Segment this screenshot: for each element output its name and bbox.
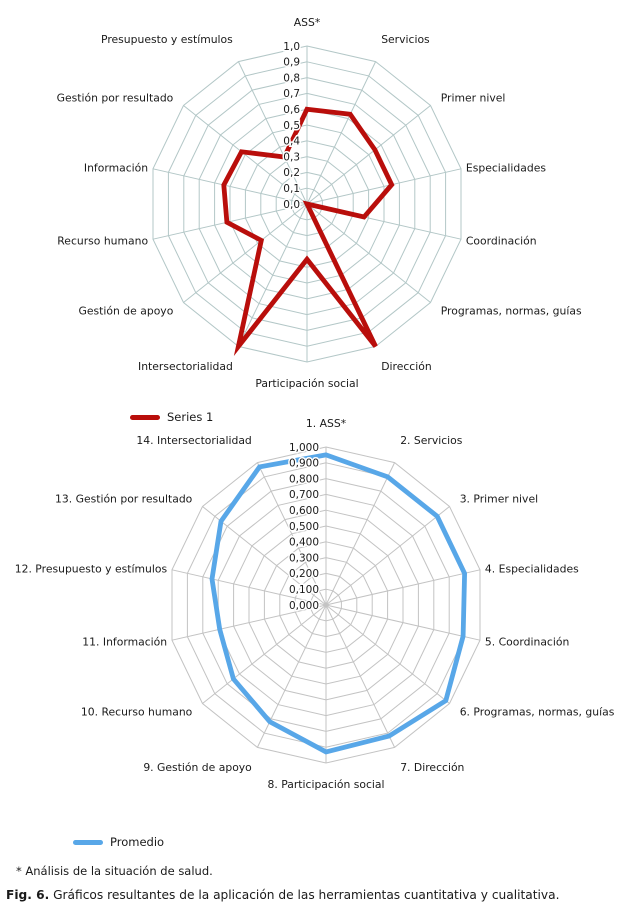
grid-spoke xyxy=(183,203,308,303)
tick-label: 0,1 xyxy=(283,183,300,195)
promedio-line-swatch xyxy=(73,839,103,845)
tick-label: 0,6 xyxy=(283,104,300,116)
footnote: * Análisis de la situación de salud. xyxy=(16,864,213,878)
tick-label: 0,400 xyxy=(289,537,319,549)
tick-label: 0,2 xyxy=(283,167,300,179)
axis-label: 8. Participación social xyxy=(267,778,384,791)
axis-label: Primer nivel xyxy=(441,91,506,104)
grid-spoke xyxy=(171,604,327,641)
axis-label: Participación social xyxy=(255,377,358,390)
axis-label: 10. Recurso humano xyxy=(81,706,193,719)
axis-label: Dirección xyxy=(381,360,431,373)
legend-promedio: Promedio xyxy=(73,832,164,852)
axis-label: Programas, normas, guías xyxy=(441,305,582,318)
grid-spoke xyxy=(325,569,481,606)
series-line xyxy=(209,452,468,755)
tick-label: 0,300 xyxy=(289,552,319,564)
axis-label: 2. Servicios xyxy=(400,434,463,447)
tick-label: 0,200 xyxy=(289,568,319,580)
tick-label: 1,000 xyxy=(289,442,319,454)
grid-spoke xyxy=(152,168,308,205)
tick-label: 0,100 xyxy=(289,584,319,596)
axis-label: Especialidades xyxy=(466,162,546,175)
tick-label: 0,500 xyxy=(289,521,319,533)
axis-label: Intersectorialidad xyxy=(138,360,233,373)
tick-label: 0,000 xyxy=(289,600,319,612)
grid-spoke xyxy=(306,203,431,303)
series1-line-swatch xyxy=(130,414,160,420)
axis-label: Servicios xyxy=(381,33,430,46)
tick-label: 0,800 xyxy=(289,473,319,485)
tick-label: 0,900 xyxy=(289,458,319,470)
legend-series1-label: Series 1 xyxy=(167,410,214,424)
grid-spoke xyxy=(306,168,462,205)
grid-spoke xyxy=(325,462,396,606)
legend-series1: Series 1 xyxy=(130,407,213,427)
axis-label: 11. Información xyxy=(82,635,167,648)
legend-promedio-label: Promedio xyxy=(110,835,165,849)
tick-label: 0,0 xyxy=(283,199,300,211)
tick-label: 0,3 xyxy=(283,151,300,163)
grid-spoke xyxy=(256,462,327,606)
tick-label: 0,9 xyxy=(283,57,300,69)
axis-label: 4. Especialidades xyxy=(485,563,579,576)
grid-spoke xyxy=(306,61,377,205)
tick-label: 0,4 xyxy=(283,136,300,148)
axis-label: 1. ASS* xyxy=(306,417,347,430)
tick-label: 0,700 xyxy=(289,489,319,501)
axis-label: 3. Primer nivel xyxy=(460,492,538,505)
grid-spoke xyxy=(325,604,450,704)
axis-label: Información xyxy=(84,162,148,175)
figure-caption: Fig. 6. Gráficos resultantes de la aplic… xyxy=(6,888,632,902)
grid-spoke xyxy=(202,604,327,704)
axis-label: Presupuesto y estímulos xyxy=(101,33,233,46)
axis-label: 13. Gestión por resultado xyxy=(55,492,193,505)
axis-label: Gestión por resultado xyxy=(57,91,174,104)
axis-label: 14. Intersectorialidad xyxy=(136,434,251,447)
axis-label: 9. Gestión de apoyo xyxy=(143,761,252,774)
tick-label: 0,8 xyxy=(283,72,300,84)
tick-label: 0,7 xyxy=(283,88,300,100)
axis-label: Recurso humano xyxy=(57,234,148,247)
grid-spoke xyxy=(306,105,431,205)
caption-text: Gráficos resultantes de la aplicación de… xyxy=(53,888,560,902)
tick-label: 0,600 xyxy=(289,505,319,517)
series-line xyxy=(221,106,395,357)
radar-chart-series1: 0,0 0,1 0,2 0,3 0,4 0,5 0,6 0,7 0,8 0,9 1,0 ASS* Ser… xyxy=(57,16,582,390)
axis-label: 7. Dirección xyxy=(400,761,464,774)
radar-chart-promedio: 0,000 0,100 0,200 0,300 0,400 0,500 0,600 0,700… xyxy=(15,417,615,791)
axis-label: Gestión de apoyo xyxy=(79,305,174,318)
grid-spoke xyxy=(183,105,308,205)
grid-spoke xyxy=(237,61,308,205)
grid-spoke xyxy=(237,203,308,347)
axis-label: 6. Programas, normas, guías xyxy=(460,706,615,719)
tick-label: 1,0 xyxy=(283,41,300,53)
grid-spoke xyxy=(325,604,481,641)
grid-spoke xyxy=(325,604,396,748)
grid-spoke xyxy=(325,506,450,606)
grid-spoke xyxy=(171,569,327,606)
axis-label: 5. Coordinación xyxy=(485,635,569,648)
tick-label: 0,5 xyxy=(283,120,300,132)
axis-label: ASS* xyxy=(294,16,321,29)
caption-label: Fig. 6. xyxy=(6,888,50,902)
axis-label: 12. Presupuesto y estímulos xyxy=(15,563,168,576)
axis-label: Coordinación xyxy=(466,234,537,247)
